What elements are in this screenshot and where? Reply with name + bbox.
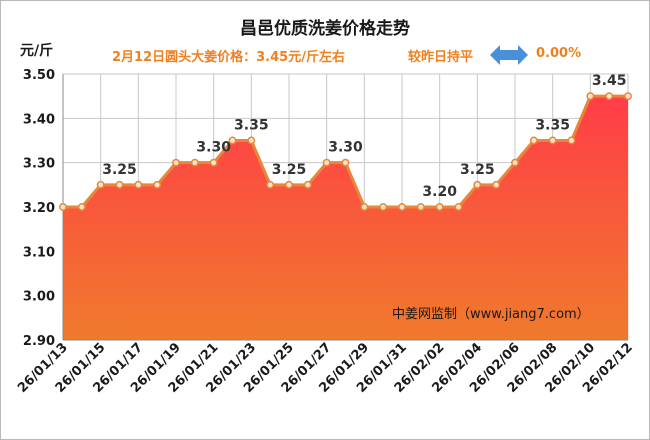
- data-label-26/01/23: 3.35: [234, 118, 269, 134]
- data-point-26/01/15: [96, 180, 105, 189]
- data-point-26/02/08: [548, 136, 557, 145]
- data-point-26/01/30: [379, 203, 388, 211]
- data-point-26/01/23: [247, 136, 256, 145]
- change-percent: 0.00%: [536, 46, 582, 61]
- data-label-26/01/28: 3.30: [328, 140, 363, 156]
- price-summary: 2月12日圆头大姜价格：3.45元/斤左右 较昨日持平 0.00%: [0, 45, 650, 66]
- area-path: [63, 96, 628, 341]
- data-point-26/02/03: [454, 203, 463, 211]
- y-tick-label-2: 3.10: [23, 245, 55, 260]
- data-point-26/02/04: [473, 180, 482, 189]
- y-tick-label-3: 3.20: [23, 201, 55, 216]
- data-point-26/01/31: [398, 203, 406, 211]
- data-point-26/01/29: [360, 203, 369, 211]
- data-point-26/01/19: [172, 158, 180, 167]
- y-tick-label-4: 3.30: [23, 157, 55, 172]
- data-point-26/01/22: [228, 136, 237, 145]
- data-point-26/01/13: [59, 203, 67, 211]
- series-markers: [59, 92, 632, 211]
- data-label-26/01/21: 3.30: [196, 140, 231, 156]
- data-label-26/02/02: 3.20: [422, 184, 457, 200]
- y-tick-label-6: 3.50: [23, 68, 55, 83]
- data-point-26/02/05: [492, 180, 501, 189]
- data-point-26/02/07: [529, 136, 538, 145]
- price-summary-text: 2月12日圆头大姜价格：3.45元/斤左右: [112, 50, 345, 65]
- data-point-26/01/18: [153, 180, 162, 189]
- data-point-26/01/28: [341, 158, 350, 167]
- data-label-26/01/16: 3.25: [102, 162, 137, 178]
- y-tick-label-1: 3.00: [23, 290, 55, 305]
- data-point-26/02/01: [416, 203, 425, 211]
- chart-title: 昌邑优质洗姜价格走势: [240, 19, 410, 39]
- data-point-26/01/16: [115, 180, 124, 189]
- compare-text: 较昨日持平: [408, 50, 474, 65]
- x-tick-labels: 26/01/1326/01/1526/01/1726/01/1926/01/21…: [15, 340, 636, 396]
- y-tick-labels: 2.90 3.00 3.10 3.20 3.30 3.40 3.50: [23, 68, 55, 349]
- data-point-26/02/11: [605, 92, 614, 101]
- double-arrow-horizontal-icon: [490, 45, 528, 65]
- data-point-26/02/06: [511, 158, 519, 167]
- data-point-26/01/14: [77, 203, 86, 211]
- data-point-26/01/17: [134, 180, 143, 189]
- data-point-26/01/20: [190, 158, 199, 167]
- data-point-26/01/21: [209, 158, 218, 167]
- data-point-26/01/24: [266, 180, 275, 189]
- watermark: 中姜网监制（www.jiang7.com）: [392, 307, 590, 322]
- data-point-26/02/02: [435, 203, 444, 211]
- data-point-26/01/26: [303, 180, 312, 189]
- data-label-26/01/25: 3.25: [272, 162, 307, 178]
- data-point-26/01/25: [285, 180, 293, 189]
- data-point-26/01/27: [322, 158, 331, 167]
- area-fill: [63, 96, 628, 341]
- y-tick-label-0: 2.90: [23, 334, 55, 349]
- data-point-26/02/12: [624, 92, 632, 101]
- data-point-26/02/09: [567, 136, 576, 145]
- y-axis-label: 元/斤: [20, 43, 54, 59]
- y-tick-label-5: 3.40: [23, 112, 55, 127]
- data-labels: 3.253.303.353.253.303.203.253.353.45: [102, 73, 626, 200]
- data-point-26/02/10: [586, 92, 595, 101]
- data-label-26/02/04: 3.25: [460, 162, 495, 178]
- data-label-26/02/08: 3.35: [535, 118, 570, 134]
- data-label-26/02/11: 3.45: [592, 73, 627, 89]
